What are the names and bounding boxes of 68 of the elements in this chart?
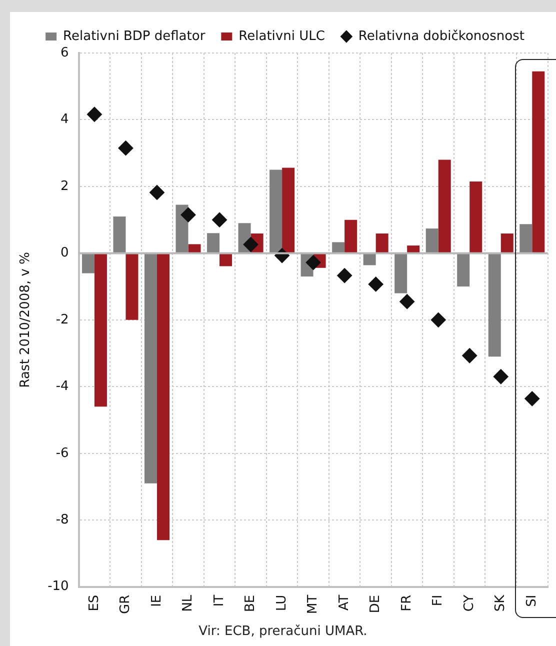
y-axis-title: Rast 2010/2008, v %	[18, 252, 34, 388]
y-tick-label: -2	[56, 312, 69, 328]
point	[243, 237, 258, 252]
x-tick-label: AT	[336, 594, 352, 611]
bar	[376, 234, 388, 253]
y-tick-label: -10	[48, 579, 69, 594]
point	[368, 276, 384, 292]
y-tick-label: 0	[60, 246, 69, 261]
point	[524, 391, 540, 406]
bar	[207, 233, 220, 253]
bar	[438, 160, 451, 253]
legend-label: Relativni ULC	[238, 28, 325, 44]
bar	[94, 254, 107, 407]
x-tick-label: SI	[524, 594, 540, 607]
x-tick-label: MT	[306, 594, 321, 614]
bar	[332, 242, 345, 253]
x-tick-label: FR	[399, 594, 414, 612]
bar	[532, 71, 545, 253]
x-tick-label: CY	[462, 594, 477, 612]
point	[400, 294, 415, 310]
bar	[156, 254, 170, 540]
x-tick-label: BE	[243, 594, 258, 612]
bar	[144, 254, 157, 484]
x-tick-label: GR	[118, 594, 134, 614]
bar	[282, 168, 295, 253]
bar	[520, 224, 532, 253]
bar	[394, 254, 408, 294]
y-tick-label: -6	[56, 446, 69, 461]
x-tick-label: DE	[368, 594, 384, 614]
y-tick-label: 2	[60, 178, 69, 194]
x-tick-label: IT	[212, 594, 227, 607]
legend-label: Relativna dobičkonosnost	[358, 28, 524, 44]
x-tick-label: SK	[493, 594, 508, 612]
bar	[220, 254, 232, 266]
x-tick-label: NL	[180, 594, 196, 612]
y-tick-label: -4	[56, 379, 69, 394]
y-tick-label: -8	[56, 512, 69, 528]
x-tick-label: ES	[86, 594, 102, 612]
point	[212, 212, 228, 228]
point	[337, 268, 352, 284]
bar	[488, 254, 501, 357]
x-tick-label: FI	[430, 594, 446, 606]
point	[493, 369, 508, 384]
bar	[82, 254, 94, 274]
bar	[500, 234, 514, 253]
bar	[270, 170, 282, 253]
text: Vir: ECB, preračuni UMAR.	[198, 624, 368, 639]
x-tick-label: LU	[274, 594, 290, 611]
legend-label: Relativni BDP deflator	[63, 28, 206, 44]
bar	[470, 181, 482, 253]
point	[306, 255, 321, 270]
bar	[407, 246, 420, 253]
bar	[188, 244, 201, 253]
bar	[113, 216, 126, 253]
bar	[344, 220, 358, 253]
point	[118, 140, 134, 156]
x-tick-label: IE	[149, 594, 164, 607]
point	[462, 348, 478, 364]
bar	[457, 254, 470, 287]
point	[180, 207, 196, 222]
y-tick-label: 6	[60, 45, 69, 60]
bar	[426, 228, 438, 253]
y-tick-label: 4	[60, 112, 69, 128]
point	[430, 312, 446, 328]
point	[149, 184, 164, 200]
point	[86, 106, 102, 122]
bar	[363, 254, 376, 266]
bar	[126, 254, 138, 320]
